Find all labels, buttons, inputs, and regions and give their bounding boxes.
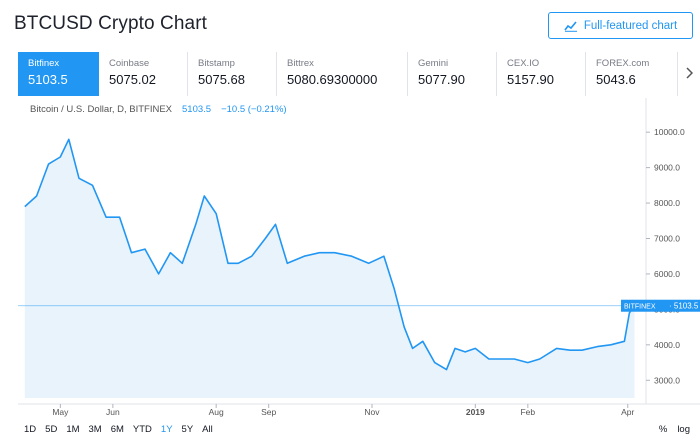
- percent-scale-toggle[interactable]: %: [658, 424, 668, 435]
- y-tick-label: 8000.0: [654, 198, 680, 208]
- range-1d[interactable]: 1D: [24, 424, 37, 435]
- exchange-tabs: Bitfinex 5103.5 Coinbase 5075.02 Bitstam…: [18, 52, 700, 96]
- tab-exchange-price: 5080.69300000: [287, 72, 378, 87]
- range-selector: 1D 5D 1M 3M 6M YTD 1Y 5Y All: [24, 424, 213, 435]
- tab-exchange-name: CEX.IO: [507, 58, 540, 69]
- range-3m[interactable]: 3M: [88, 424, 102, 435]
- y-tick-label: 9000.0: [654, 163, 680, 173]
- x-tick-label: Jun: [106, 407, 120, 417]
- last-price-value: · 5103.5: [669, 302, 699, 311]
- tab-exchange-price: 5157.90: [507, 72, 554, 87]
- tab-exchange-name: Bittrex: [287, 58, 314, 69]
- range-5d[interactable]: 5D: [45, 424, 58, 435]
- full-featured-chart-button[interactable]: Full-featured chart: [548, 12, 693, 39]
- last-price-badge: [621, 299, 700, 312]
- page-title: BTCUSD Crypto Chart: [14, 13, 207, 34]
- range-ytd[interactable]: YTD: [132, 424, 152, 435]
- tab-exchange-name: Gemini: [418, 58, 449, 69]
- range-6m[interactable]: 6M: [110, 424, 124, 435]
- x-tick-label: May: [52, 407, 69, 417]
- tab-exchange-name: Bitstamp: [198, 58, 235, 69]
- tab-bitstamp[interactable]: Bitstamp 5075.68: [188, 52, 277, 96]
- price-chart[interactable]: 10000.09000.08000.07000.06000.05000.0400…: [18, 98, 700, 420]
- tab-exchange-price: 5075.02: [109, 72, 156, 87]
- x-tick-label: Aug: [209, 407, 224, 417]
- y-tick-label: 6000.0: [654, 269, 680, 279]
- x-tick-label: 2019: [466, 407, 485, 417]
- tab-bitfinex[interactable]: Bitfinex 5103.5: [18, 52, 99, 96]
- tab-bittrex[interactable]: Bittrex 5080.69300000: [277, 52, 408, 96]
- price-line: [24, 138, 636, 371]
- tab-exchange-price: 5103.5: [28, 72, 68, 87]
- tab-exchange-name: FOREX.com: [596, 58, 650, 69]
- legend-last-price: 5103.5: [182, 104, 212, 115]
- tab-gemini[interactable]: Gemini 5077.90: [408, 52, 497, 96]
- range-1m[interactable]: 1M: [66, 424, 80, 435]
- y-tick-label: 4000.0: [654, 340, 680, 350]
- tabs-next-button[interactable]: [678, 52, 700, 96]
- tab-coinbase[interactable]: Coinbase 5075.02: [99, 52, 188, 96]
- tab-exchange-name: Coinbase: [109, 58, 150, 69]
- legend-change: −10.5 (−0.21%): [221, 104, 287, 115]
- tab-exchange-name: Bitfinex: [28, 58, 60, 69]
- legend-symbol: Bitcoin / U.S. Dollar, D, BITFINEX: [30, 104, 173, 115]
- log-scale-toggle[interactable]: log: [677, 424, 690, 435]
- last-price-source: BITFINEX: [624, 304, 656, 311]
- full-featured-chart-label: Full-featured chart: [583, 19, 678, 32]
- chart-legend: Bitcoin / U.S. Dollar, D, BITFINEX 5103.…: [30, 104, 287, 115]
- range-all[interactable]: All: [202, 424, 213, 435]
- y-tick-label: 3000.0: [654, 375, 680, 385]
- tab-cexio[interactable]: CEX.IO 5157.90: [497, 52, 586, 96]
- x-tick-label: Apr: [621, 407, 634, 417]
- tab-exchange-price: 5077.90: [418, 72, 465, 87]
- range-5y[interactable]: 5Y: [181, 424, 194, 435]
- x-tick-label: Feb: [520, 407, 535, 417]
- y-tick-label: 10000.0: [654, 127, 685, 137]
- chevron-right-icon: [685, 66, 694, 82]
- tab-exchange-price: 5075.68: [198, 72, 245, 87]
- price-area-fill: [24, 139, 635, 399]
- range-1y[interactable]: 1Y: [160, 424, 173, 435]
- chart-icon: [564, 20, 578, 32]
- x-tick-label: Sep: [261, 407, 276, 417]
- tab-forexcom[interactable]: FOREX.com 5043.6: [586, 52, 678, 96]
- x-tick-label: Nov: [364, 407, 380, 417]
- y-tick-label: 7000.0: [654, 234, 680, 244]
- scale-options: % log: [659, 424, 690, 435]
- tab-exchange-price: 5043.6: [596, 72, 636, 87]
